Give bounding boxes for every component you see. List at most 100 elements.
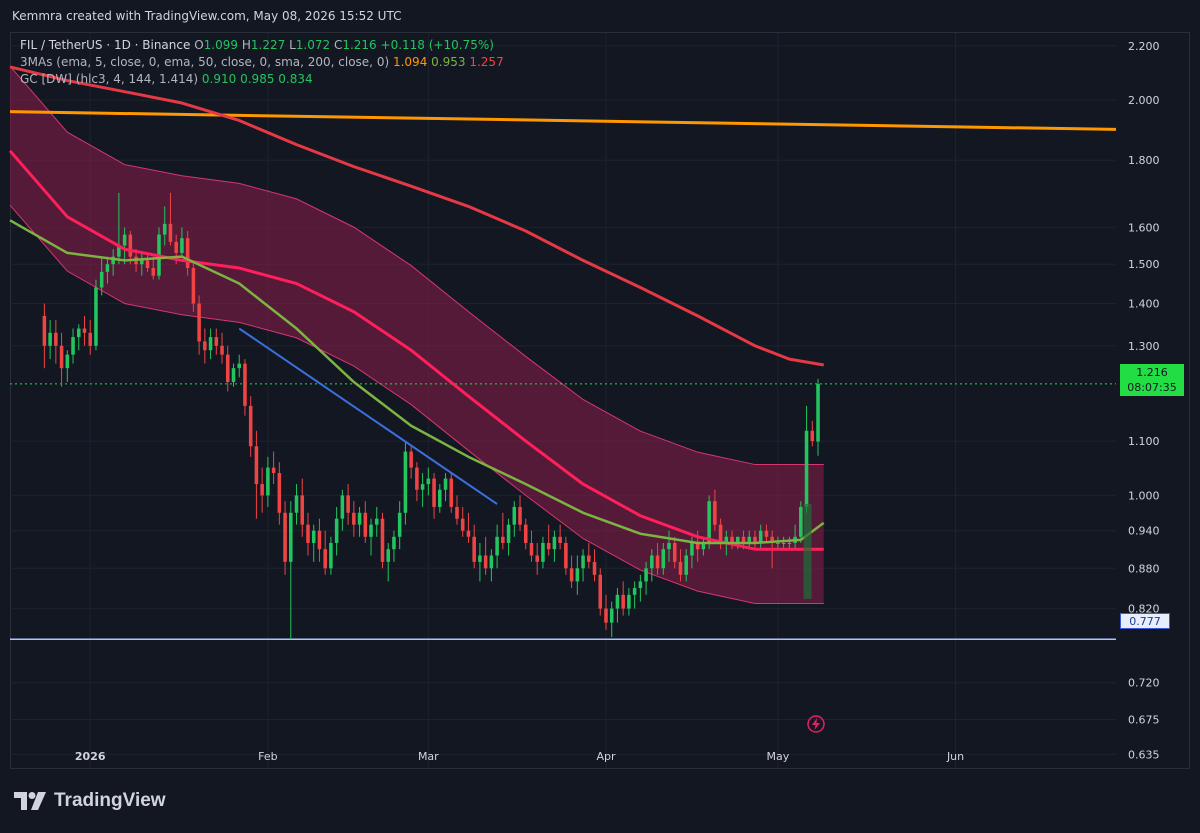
candle-body: [117, 245, 121, 257]
bar-countdown: 08:07:35: [1127, 381, 1177, 394]
x-tick-label: Jun: [946, 750, 964, 763]
candle-body: [243, 363, 247, 406]
candle-body: [546, 542, 551, 550]
candle-body: [787, 542, 792, 544]
gc-center-line: [8, 149, 824, 551]
candle-body: [615, 594, 620, 609]
candle-body: [151, 268, 156, 276]
candle-body: [225, 354, 230, 383]
y-tick-label: 0.675: [1128, 714, 1160, 727]
gc-label: GC [DW] (hlc3, 4, 144, 1.414): [20, 72, 199, 86]
x-tick-label: 2026: [75, 750, 106, 763]
gc-band-upper: [9, 65, 824, 466]
candle-body: [346, 495, 350, 513]
legend: FIL / TetherUS · 1D · Binance O1.099 H1.…: [20, 37, 504, 88]
candle-body: [672, 542, 677, 562]
high-label: H: [241, 38, 251, 52]
candle-body: [569, 568, 574, 582]
x-tick-label: Mar: [418, 750, 439, 763]
candle-body: [518, 506, 522, 525]
candle-body: [111, 256, 115, 265]
brand-name: TradingView: [54, 790, 166, 811]
candle-body: [59, 345, 64, 369]
candle-body: [162, 223, 167, 235]
candle-body: [271, 467, 276, 474]
candle-body: [294, 495, 299, 513]
last-price-value: 1.216: [1136, 366, 1168, 379]
x-tick-label: Apr: [596, 750, 616, 763]
candle-body: [374, 518, 379, 525]
y-tick-label: 1.100: [1128, 435, 1160, 448]
candle-body: [105, 264, 110, 272]
candle-body: [810, 430, 815, 442]
y-tick-label: 0.880: [1128, 562, 1160, 575]
candle-body: [409, 451, 413, 468]
candle-body: [65, 354, 70, 369]
y-tick-label: 2.000: [1128, 94, 1160, 107]
candle-body: [300, 495, 305, 525]
candle-body: [741, 536, 746, 543]
candle-body: [604, 608, 608, 623]
candle-body: [736, 536, 740, 543]
candle-body: [71, 337, 75, 355]
candle-body: [598, 574, 603, 609]
candle-body: [587, 555, 591, 562]
candle-body: [804, 430, 809, 507]
candle-body: [816, 383, 820, 442]
candle-body: [88, 332, 93, 346]
brand[interactable]: TradingView: [14, 790, 166, 812]
candle-body: [713, 501, 717, 525]
y-tick-label: 0.720: [1128, 677, 1160, 690]
legend-mas-row[interactable]: 3MAs (ema, 5, close, 0, ema, 50, close, …: [20, 54, 504, 71]
candle-body: [707, 501, 711, 543]
candle-body: [575, 568, 580, 582]
candle-body: [277, 473, 282, 513]
candle-body: [260, 484, 264, 496]
candle-body: [753, 536, 757, 543]
candle-body: [323, 549, 327, 569]
candle-body: [667, 542, 671, 550]
y-tick-label: 1.500: [1128, 258, 1160, 271]
sma200-line: [9, 65, 824, 367]
gc-band-fill: [10, 66, 824, 604]
candle-body: [730, 536, 734, 543]
legend-gc-row[interactable]: GC [DW] (hlc3, 4, 144, 1.414) 0.910 0.98…: [20, 71, 504, 88]
candle-body: [627, 594, 631, 609]
candle-body: [248, 405, 253, 447]
candle-body: [483, 555, 488, 569]
change-value: +0.118 (+10.75%): [380, 38, 494, 52]
mas-label: 3MAs (ema, 5, close, 0, ema, 50, close, …: [20, 55, 390, 69]
candle-body: [369, 524, 373, 537]
low-label: L: [289, 38, 296, 52]
candle-body: [478, 555, 482, 562]
candle-body: [168, 223, 173, 242]
candle-body: [632, 588, 637, 595]
candle-body: [438, 489, 442, 507]
candle-body: [501, 536, 505, 543]
candle-body: [678, 561, 683, 575]
orange-resistance-line: [9, 110, 1117, 131]
y-tick-label: 0.940: [1128, 525, 1160, 538]
flash-icon[interactable]: [806, 714, 826, 734]
candle-body: [214, 337, 219, 346]
candle-body: [609, 608, 614, 623]
chart-frame: [10, 32, 1190, 769]
candle-body: [185, 238, 190, 269]
symbol-label[interactable]: FIL / TetherUS · 1D · Binance: [20, 38, 191, 52]
candle-body: [432, 478, 436, 507]
open-label: O: [194, 38, 204, 52]
candle-body: [541, 542, 545, 562]
candle-body: [535, 555, 539, 562]
x-tick-label: May: [767, 750, 790, 763]
tradingview-logo-icon: [14, 792, 46, 810]
candle-body: [386, 549, 390, 562]
candle-body: [655, 555, 660, 569]
support-price-tag: 0.777: [1120, 613, 1170, 629]
candle-body: [392, 536, 396, 550]
candle-body: [76, 328, 81, 338]
candle-body: [94, 287, 98, 346]
candle-body: [128, 234, 133, 257]
candle-body: [564, 542, 568, 569]
candle-body: [403, 451, 408, 513]
